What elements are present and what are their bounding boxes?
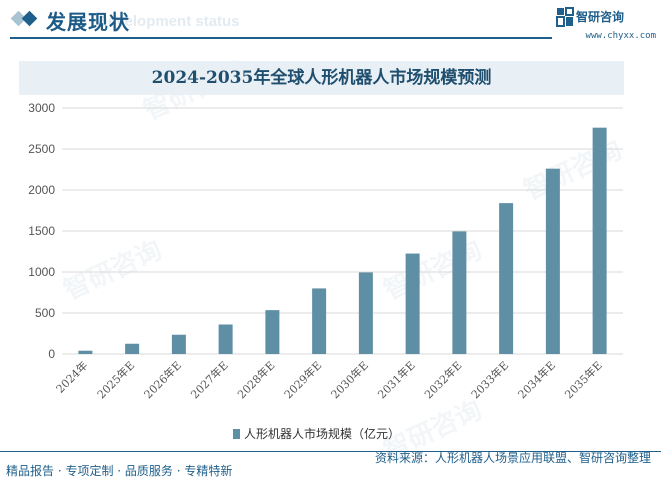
bar	[405, 253, 420, 354]
footer-divider	[0, 451, 661, 452]
x-tick-label: 2024年	[53, 358, 90, 395]
grid-lines	[62, 107, 623, 355]
legend-label: 人形机器人市场规模（亿元）	[244, 427, 401, 441]
data-source: 资料来源：人形机器人场景应用联盟、智研咨询整理	[374, 451, 651, 465]
chart-title-band: 2024-2035年全球人形机器人市场规模预测	[19, 61, 624, 95]
legend-swatch	[233, 428, 240, 439]
logo-icon	[556, 7, 574, 27]
brand-logo: 智研咨询 www.chyxx.com	[556, 7, 656, 43]
section-subtitle: Development status	[97, 13, 240, 30]
x-tick-label: 2025年E	[94, 358, 137, 401]
page-header: Development status 发展现状 智研咨询 www.chyxx.c…	[0, 0, 661, 42]
y-tick-label: 3000	[28, 101, 55, 115]
bar-chart: 0 500 1000 1500 2000 2500 3000 2024年 2025年E 2026…	[28, 101, 623, 401]
header-divider	[10, 37, 552, 39]
x-tick-label: 2030年E	[328, 358, 371, 401]
x-tick-label: 2028年E	[234, 358, 277, 401]
x-tick-label: 2031年E	[375, 358, 418, 401]
bar	[78, 350, 93, 354]
bar	[218, 324, 233, 354]
bar	[358, 272, 373, 354]
y-tick-label: 0	[48, 347, 55, 361]
footer-tagline: 精品报告 · 专项定制 · 品质服务 · 专精特新	[6, 464, 233, 478]
x-tick-label: 2033年E	[468, 358, 511, 401]
bar	[592, 127, 607, 355]
y-tick-label: 2000	[28, 183, 55, 197]
x-tick-label: 2032年E	[421, 358, 464, 401]
x-axis-labels: 2024年 2025年E 2026年E 2027年E 2028年E 2029年E 2030年…	[53, 358, 605, 401]
y-tick-label: 1500	[28, 224, 55, 238]
y-tick-label: 1000	[28, 265, 55, 279]
y-tick-label: 500	[35, 306, 55, 320]
y-tick-label: 2500	[28, 142, 55, 156]
chart-title: 2024-2035年全球人形机器人市场规模预测	[151, 68, 492, 88]
bar	[312, 288, 327, 354]
bar	[499, 203, 514, 354]
x-tick-label: 2029年E	[281, 358, 324, 401]
logo-url: www.chyxx.com	[585, 31, 656, 41]
x-tick-label: 2035年E	[562, 358, 605, 401]
x-tick-label: 2026年E	[141, 358, 184, 401]
section-title: 发展现状	[46, 10, 130, 34]
logo-name: 智研咨询	[576, 10, 625, 24]
bar-series	[78, 127, 607, 355]
y-axis-ticks: 0 500 1000 1500 2000 2500 3000	[28, 101, 55, 361]
bar	[171, 334, 186, 354]
chart-legend: 人形机器人市场规模（亿元）	[233, 423, 401, 441]
bar	[125, 343, 140, 354]
x-tick-label: 2034年E	[515, 358, 558, 401]
bar	[545, 168, 560, 354]
bar	[452, 231, 467, 354]
bar	[265, 310, 280, 354]
x-tick-label: 2027年E	[188, 358, 231, 401]
